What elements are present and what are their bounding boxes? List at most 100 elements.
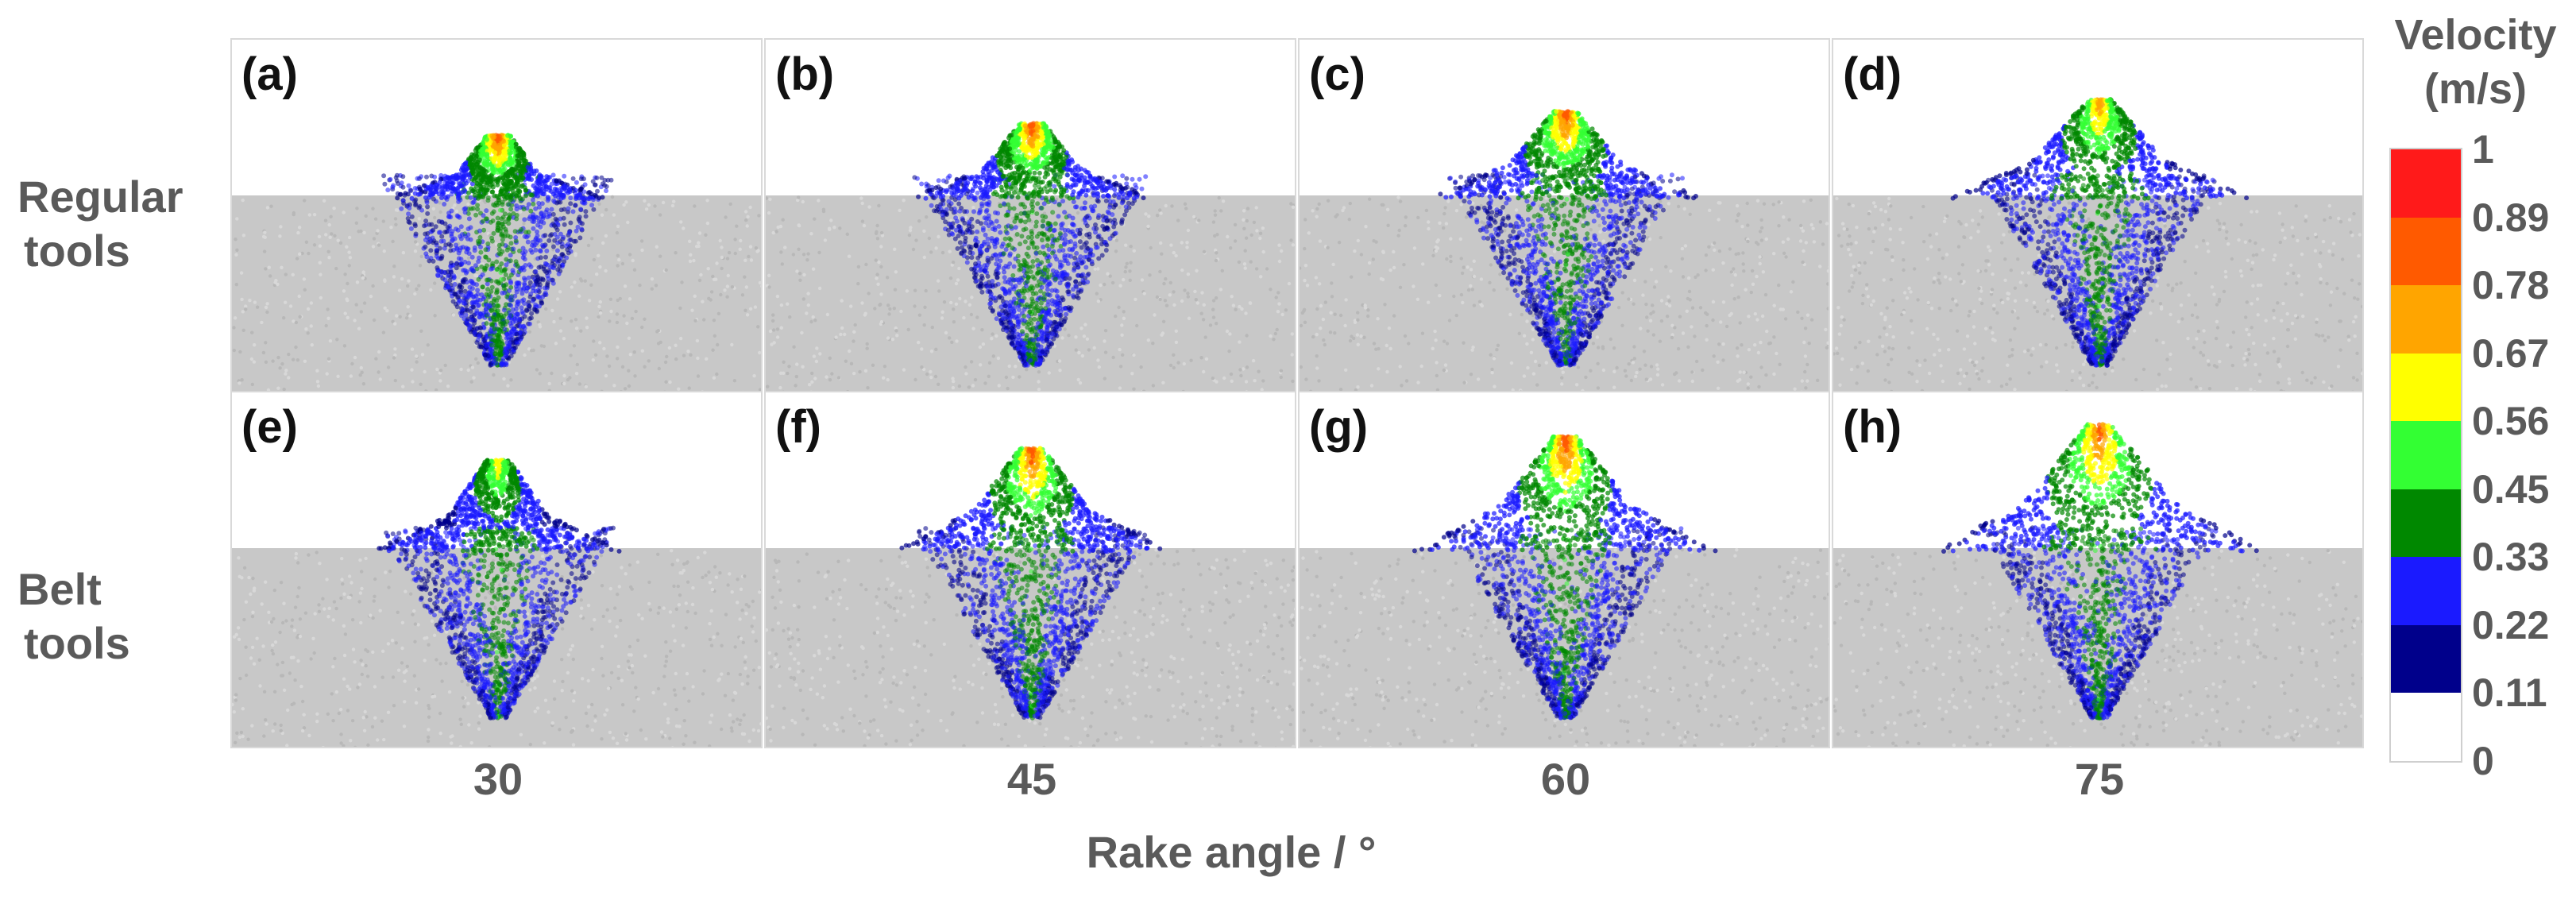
chip-particle [577, 195, 582, 201]
funnel-particle [1113, 191, 1118, 196]
chip-particle [458, 181, 463, 187]
substrate-particle [377, 350, 381, 354]
substrate-particle [849, 361, 854, 365]
substrate-particle [284, 300, 288, 304]
substrate-particle [674, 343, 678, 347]
substrate-particle [981, 342, 986, 346]
substrate-particle [987, 228, 991, 232]
funnel-particle [514, 207, 519, 212]
substrate-particle [978, 345, 983, 350]
substrate-particle [913, 377, 917, 382]
funnel-particle [1039, 276, 1045, 281]
funnel-particle [407, 206, 412, 211]
substrate-particle [1245, 365, 1249, 369]
funnel-particle [969, 230, 975, 235]
chip-particle [496, 195, 501, 200]
funnel-particle [448, 248, 454, 253]
substrate-particle [374, 357, 378, 361]
substrate-particle [385, 309, 389, 313]
substrate-particle [1244, 311, 1248, 315]
funnel-particle [559, 252, 565, 257]
funnel-particle [1037, 288, 1043, 294]
substrate-particle [672, 199, 676, 203]
substrate-particle [1117, 305, 1121, 310]
funnel-particle [523, 249, 528, 254]
substrate-particle [856, 282, 860, 286]
substrate-particle [975, 315, 979, 319]
substrate-particle [260, 320, 264, 325]
substrate-particle [767, 211, 771, 215]
substrate-particle [355, 207, 359, 211]
chip-particle [501, 143, 507, 148]
funnel-particle [1037, 357, 1042, 362]
substrate-particle [840, 299, 844, 303]
chip-particle [561, 193, 566, 199]
substrate-particle [1211, 299, 1216, 303]
substrate-particle [893, 247, 897, 251]
funnel-particle [1018, 218, 1023, 224]
funnel-particle [457, 284, 462, 290]
substrate-particle [1160, 333, 1164, 337]
substrate-particle [634, 309, 638, 314]
funnel-particle [485, 241, 491, 246]
substrate-particle [346, 315, 350, 320]
funnel-particle [456, 250, 462, 256]
funnel-particle [522, 217, 527, 222]
substrate-particle [469, 380, 473, 384]
funnel-particle [1020, 299, 1025, 303]
funnel-particle [519, 334, 524, 340]
substrate-particle [1194, 298, 1198, 302]
substrate-particle [369, 294, 373, 299]
chip-particle [505, 133, 511, 138]
funnel-particle [1083, 200, 1087, 206]
substrate-particle [650, 287, 654, 291]
funnel-particle [422, 223, 427, 229]
substrate-particle [241, 328, 245, 332]
chip-particle [505, 185, 511, 190]
funnel-particle [504, 262, 509, 268]
funnel-particle [1022, 318, 1027, 323]
substrate-particle [794, 384, 798, 388]
substrate-particle [920, 347, 924, 351]
funnel-particle [1080, 277, 1086, 283]
substrate-particle [882, 376, 886, 380]
chip-particle [455, 194, 461, 199]
substrate-particle [345, 245, 349, 249]
substrate-particle [922, 323, 926, 327]
substrate-particle [860, 201, 864, 206]
substrate-particle [730, 285, 735, 289]
substrate-particle [569, 354, 573, 357]
funnel-particle [570, 176, 576, 181]
funnel-particle [1031, 307, 1037, 312]
substrate-particle [1158, 269, 1162, 274]
substrate-particle [1120, 323, 1124, 327]
substrate-particle [925, 215, 929, 219]
funnel-particle [1022, 219, 1028, 225]
funnel-particle [995, 211, 1001, 216]
funnel-particle [1063, 276, 1068, 281]
substrate-particle [967, 385, 971, 389]
funnel-particle [480, 284, 485, 290]
funnel-particle [1022, 211, 1027, 216]
simulation-panel: (b) [764, 38, 1296, 396]
substrate-particle [410, 347, 415, 351]
funnel-particle [515, 311, 520, 317]
funnel-particle [566, 241, 571, 247]
funnel-particle [435, 268, 441, 273]
substrate-particle [354, 221, 358, 225]
funnel-particle [1023, 362, 1029, 368]
substrate-particle [291, 272, 295, 276]
funnel-particle [1023, 284, 1029, 289]
funnel-particle [599, 175, 604, 180]
funnel-particle [481, 218, 485, 224]
funnel-particle [526, 202, 531, 207]
substrate-particle [678, 336, 683, 341]
substrate-particle [438, 379, 442, 383]
substrate-particle [688, 259, 693, 264]
substrate-particle [591, 358, 595, 362]
substrate-particle [800, 330, 804, 335]
substrate-particle [1078, 381, 1083, 385]
substrate-particle [342, 344, 347, 348]
substrate-particle [1162, 281, 1166, 286]
funnel-particle [590, 179, 596, 184]
